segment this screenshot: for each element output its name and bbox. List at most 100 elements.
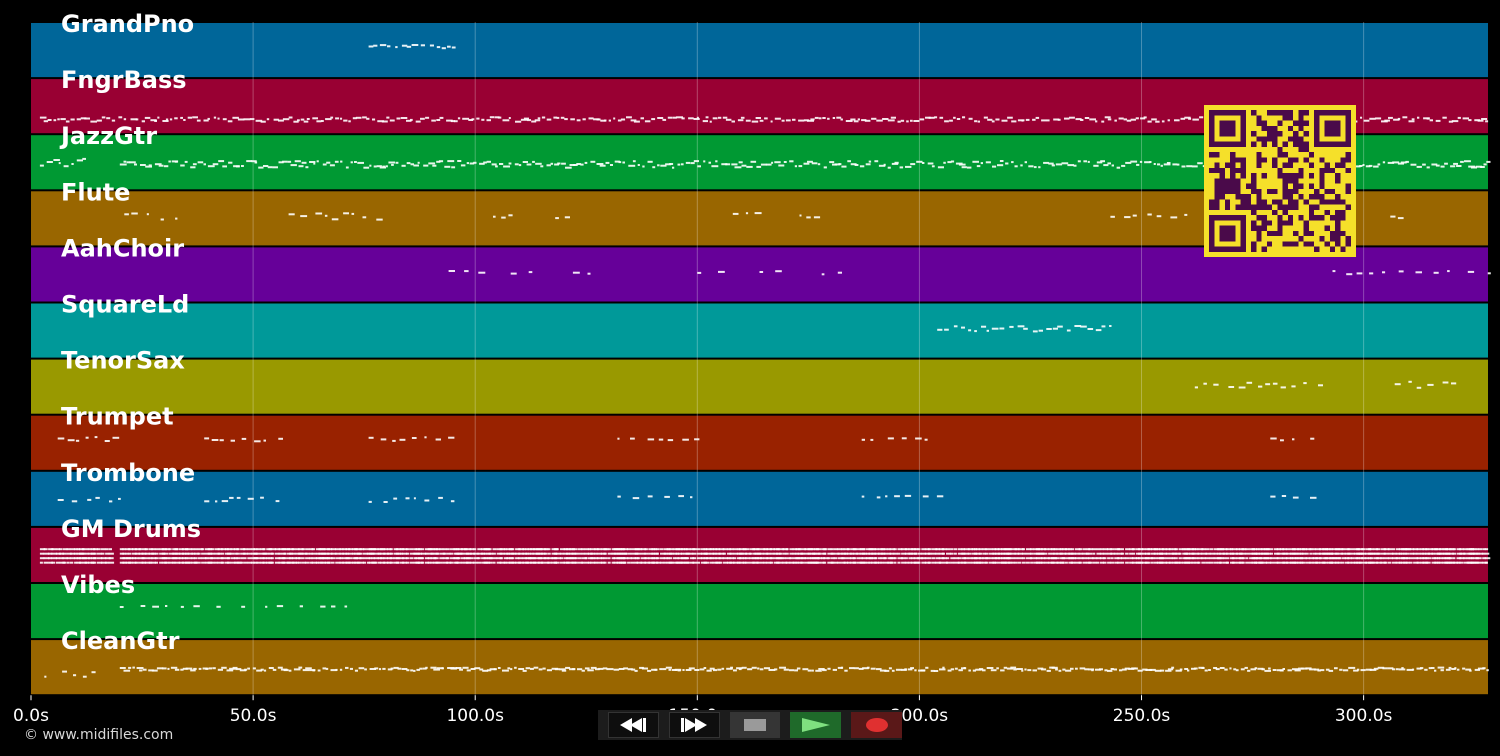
note-mark: [119, 606, 124, 608]
note-mark: [119, 667, 126, 669]
note-mark: [868, 561, 873, 564]
note-mark: [1370, 548, 1374, 551]
note-mark: [608, 119, 611, 122]
note-mark: [865, 561, 870, 564]
note-mark: [435, 557, 439, 560]
qr-module: [1256, 115, 1262, 121]
note-mark: [433, 557, 437, 560]
note-mark: [406, 552, 410, 555]
note-mark: [383, 561, 389, 564]
note-mark: [1449, 561, 1456, 564]
note-mark: [1133, 667, 1138, 670]
note-mark: [69, 548, 75, 551]
note-mark: [1427, 561, 1431, 564]
record-button[interactable]: [851, 712, 902, 738]
note-mark: [1472, 552, 1478, 555]
note-mark: [963, 552, 969, 555]
note-mark: [232, 116, 239, 119]
note-mark: [457, 117, 461, 120]
note-mark: [1439, 557, 1444, 560]
note-mark: [205, 561, 211, 564]
note-mark: [1258, 557, 1262, 560]
note-mark: [1194, 667, 1198, 670]
note-mark: [941, 561, 948, 564]
note-mark: [522, 669, 527, 672]
note-mark: [251, 548, 255, 551]
qr-module: [1282, 183, 1288, 189]
note-mark: [185, 552, 190, 555]
note-mark: [473, 161, 477, 164]
note-mark: [1096, 552, 1101, 555]
stop-button[interactable]: [729, 712, 781, 738]
note-mark: [1393, 118, 1400, 121]
note-mark: [1285, 552, 1292, 555]
note-mark: [1425, 548, 1429, 551]
note-mark: [1368, 164, 1373, 167]
rewind-button[interactable]: [608, 712, 659, 738]
note-mark: [1365, 561, 1371, 564]
note-mark: [978, 552, 983, 555]
note-mark: [418, 552, 422, 555]
note-mark: [590, 160, 596, 163]
note-mark: [441, 667, 444, 670]
note-mark: [78, 557, 85, 560]
note-mark: [804, 561, 810, 564]
note-mark: [290, 164, 297, 167]
note-mark: [890, 116, 896, 119]
note-mark: [243, 118, 251, 121]
note-mark: [1052, 327, 1058, 330]
note-mark: [877, 557, 882, 560]
track-lane: [31, 359, 1488, 414]
note-mark: [447, 160, 455, 163]
note-mark: [1110, 552, 1115, 555]
note-mark: [270, 548, 276, 551]
note-mark: [1360, 669, 1366, 672]
note-mark: [1335, 552, 1339, 555]
note-mark: [1282, 557, 1288, 560]
note-mark: [534, 119, 541, 122]
note-mark: [829, 161, 835, 164]
note-mark: [1151, 118, 1157, 121]
note-mark: [164, 557, 170, 560]
qr-module: [1230, 162, 1236, 168]
note-mark: [778, 548, 785, 551]
note-mark: [1462, 117, 1469, 120]
note-mark: [540, 165, 544, 168]
note-mark: [406, 119, 412, 122]
fast-forward-button[interactable]: [668, 712, 720, 738]
note-mark: [861, 552, 867, 555]
note-mark: [1169, 548, 1173, 551]
note-mark: [1331, 561, 1337, 564]
note-mark: [840, 666, 844, 669]
note-mark: [1032, 669, 1037, 672]
note-mark: [792, 552, 797, 555]
note-mark: [861, 557, 868, 560]
note-mark: [950, 557, 955, 560]
note-mark: [1427, 552, 1434, 555]
note-mark: [379, 561, 386, 564]
note-mark: [981, 325, 987, 328]
note-mark: [1041, 668, 1047, 671]
note-mark: [1439, 561, 1443, 564]
note-mark: [561, 669, 567, 672]
note-mark: [1188, 117, 1192, 120]
play-button[interactable]: [790, 712, 842, 738]
note-mark: [685, 552, 691, 555]
note-mark: [1137, 669, 1143, 672]
note-mark: [266, 552, 270, 555]
note-mark: [298, 666, 303, 669]
note-mark: [1324, 557, 1328, 560]
note-mark: [90, 120, 97, 123]
note-mark: [1353, 669, 1359, 672]
note-mark: [1125, 161, 1132, 164]
note-mark: [420, 561, 425, 564]
qr-module: [1329, 236, 1336, 242]
note-mark: [1409, 548, 1415, 551]
note-mark: [626, 116, 632, 119]
note-mark: [1416, 548, 1421, 551]
note-mark: [401, 164, 406, 167]
note-mark: [921, 561, 926, 564]
note-mark: [901, 552, 906, 555]
note-mark: [55, 557, 60, 560]
note-mark: [1114, 561, 1119, 564]
